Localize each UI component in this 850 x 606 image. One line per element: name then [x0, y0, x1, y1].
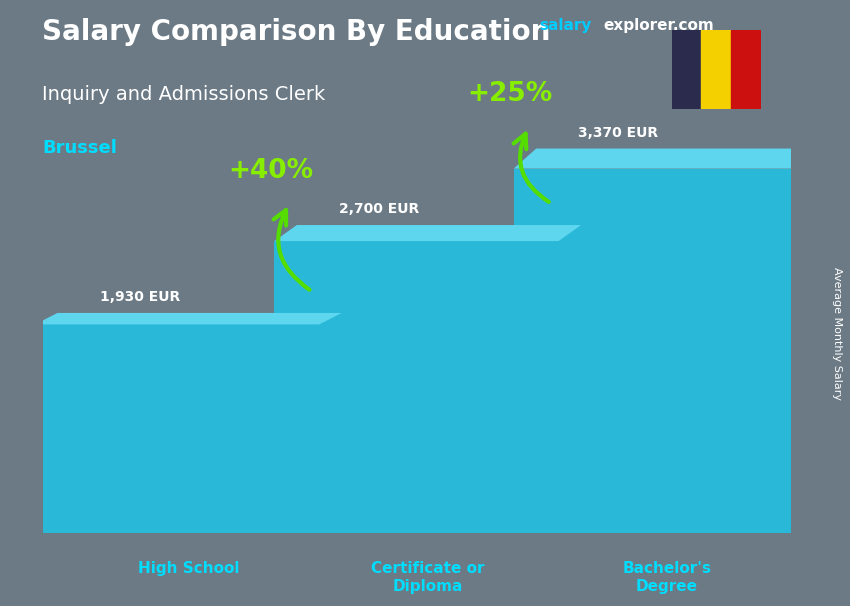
- Text: Average Monthly Salary: Average Monthly Salary: [832, 267, 842, 400]
- Polygon shape: [320, 313, 342, 533]
- Bar: [672, 30, 701, 109]
- Bar: [701, 30, 731, 109]
- Text: +40%: +40%: [228, 158, 313, 184]
- Bar: [731, 30, 761, 109]
- Polygon shape: [35, 313, 342, 324]
- Text: salary: salary: [540, 18, 592, 33]
- Text: explorer.com: explorer.com: [604, 18, 714, 33]
- Text: 1,930 EUR: 1,930 EUR: [99, 290, 180, 304]
- Polygon shape: [513, 168, 798, 533]
- Text: Inquiry and Admissions Clerk: Inquiry and Admissions Clerk: [42, 85, 326, 104]
- Polygon shape: [798, 148, 820, 533]
- Polygon shape: [35, 324, 320, 533]
- Text: +25%: +25%: [468, 81, 552, 107]
- Polygon shape: [513, 148, 820, 168]
- Text: Bachelor's
Degree: Bachelor's Degree: [622, 561, 711, 594]
- Polygon shape: [275, 241, 558, 533]
- Text: Salary Comparison By Education: Salary Comparison By Education: [42, 18, 551, 46]
- Text: 2,700 EUR: 2,700 EUR: [339, 202, 419, 216]
- Text: 3,370 EUR: 3,370 EUR: [578, 126, 659, 140]
- Text: Certificate or
Diploma: Certificate or Diploma: [371, 561, 484, 594]
- Polygon shape: [275, 225, 581, 241]
- Polygon shape: [558, 225, 581, 533]
- Text: High School: High School: [138, 561, 239, 576]
- Text: Brussel: Brussel: [42, 139, 117, 158]
